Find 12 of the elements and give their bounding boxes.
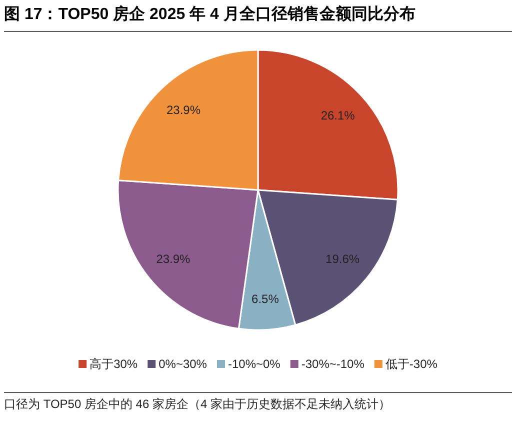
legend-label: 0%~30% — [158, 357, 208, 371]
data-label: 6.5% — [252, 292, 280, 306]
data-label: 26.1% — [320, 108, 356, 122]
data-label: 19.6% — [326, 252, 360, 266]
legend-label: 低于-30% — [385, 357, 438, 371]
legend-label: 高于30% — [90, 357, 138, 371]
data-label: 23.9% — [166, 103, 201, 118]
chart-title: 图 17：TOP50 房企 2025 年 4 月全口径销售金额同比分布 — [4, 4, 512, 32]
data-label: 23.9% — [156, 252, 191, 266]
legend-label: -10%~0% — [228, 357, 281, 371]
legend-label: -30%~-10% — [301, 357, 365, 371]
text: 口径为 TOP50 房企中的 46 家房企（4 家由于历史数据不足未纳入统计） — [4, 396, 392, 413]
